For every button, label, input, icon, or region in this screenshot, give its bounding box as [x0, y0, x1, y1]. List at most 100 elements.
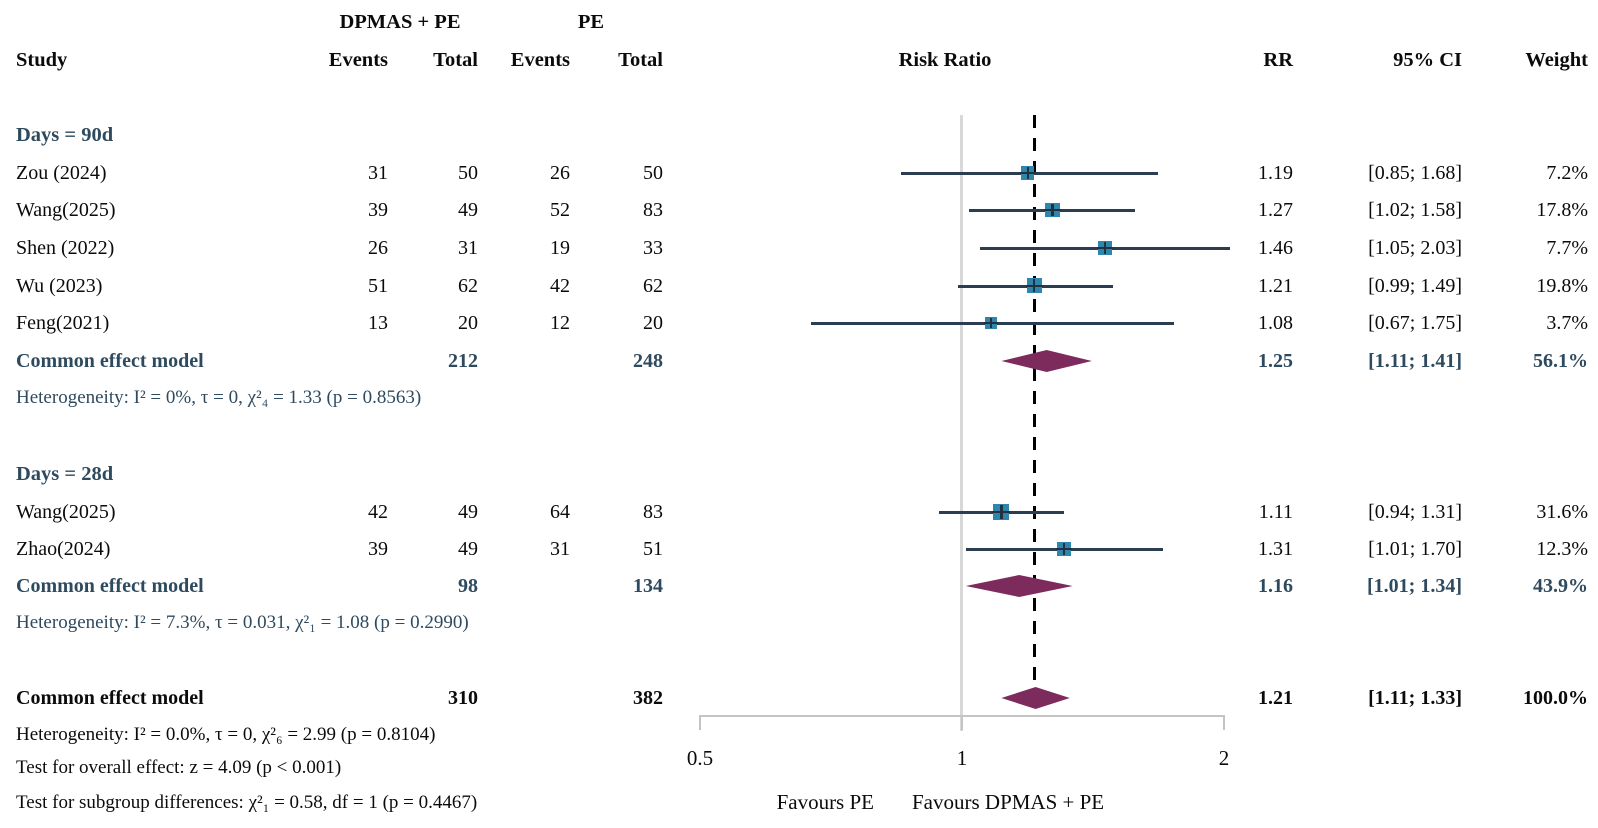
study-name: Shen (2022) [16, 237, 115, 259]
subgroup-heterogeneity-text: Heterogeneity: I² = 0%, τ = 0, χ²₄ = 1.3… [16, 387, 422, 408]
events-treat-value: 26 [368, 237, 388, 259]
total-ctrl-value: 20 [643, 312, 663, 334]
total-treat-header: Total [433, 49, 478, 71]
events-ctrl-value: 31 [550, 538, 570, 560]
rr-value: 1.19 [1258, 162, 1293, 184]
events-treat-value: 39 [368, 538, 388, 560]
events-ctrl-value: 52 [550, 199, 570, 221]
study-column-header: Study [16, 49, 68, 71]
overall-heterogeneity-text: Heterogeneity: I² = 0.0%, τ = 0, χ²₆ = 2… [16, 724, 436, 745]
total-treat-value: 62 [458, 275, 478, 297]
study-name: Zou (2024) [16, 162, 107, 184]
total-ctrl-header: Total [618, 49, 663, 71]
weight-value: 31.6% [1536, 501, 1588, 523]
favours-right-label: Favours DPMAS + PE [912, 790, 1105, 814]
rr-value: 1.08 [1258, 312, 1293, 334]
effect-square-cross-v [1062, 542, 1066, 556]
x-axis-tick-1 [961, 715, 963, 730]
events-ctrl-value: 19 [550, 237, 570, 259]
events-treat-value: 51 [368, 275, 388, 297]
total-treat-value: 49 [458, 501, 478, 523]
summary-ci-value: [1.01; 1.34] [1367, 575, 1462, 597]
weight-value: 12.3% [1536, 538, 1588, 560]
weight-value: 7.7% [1546, 237, 1588, 259]
weight-value: 7.2% [1546, 162, 1588, 184]
subgroup-difference-test-text: Test for subgroup differences: χ²₁ = 0.5… [16, 792, 478, 813]
rr-value: 1.11 [1258, 501, 1293, 523]
summary-total-ctrl: 248 [633, 350, 663, 372]
summary-total-ctrl: 134 [633, 575, 663, 597]
total-ctrl-value: 33 [643, 237, 663, 259]
summary-total-treat: 98 [458, 575, 478, 597]
weight-column-header: Weight [1525, 49, 1588, 71]
events-treat-value: 39 [368, 199, 388, 221]
total-treat-value: 49 [458, 538, 478, 560]
study-name: Wang(2025) [16, 199, 116, 221]
total-ctrl-value: 62 [643, 275, 663, 297]
summary-rr-value: 1.25 [1258, 350, 1293, 372]
summary-ci-value: [1.11; 1.33] [1368, 687, 1462, 709]
effect-square-cross-v [989, 317, 993, 329]
events-ctrl-header: Events [510, 49, 570, 71]
study-name: Feng(2021) [16, 312, 110, 334]
summary-rr-value: 1.16 [1258, 575, 1293, 597]
subgroup-label: Days = 28d [16, 463, 114, 485]
summary-total-ctrl: 382 [633, 687, 663, 709]
summary-diamond [1001, 350, 1092, 372]
events-ctrl-value: 64 [550, 501, 570, 523]
events-ctrl-value: 12 [550, 312, 570, 334]
summary-label: Common effect model [16, 687, 204, 709]
x-tick-label-2: 2 [1218, 746, 1230, 770]
rr-column-header: RR [1263, 49, 1293, 71]
ci-value: [0.85; 1.68] [1368, 162, 1462, 184]
events-treat-header: Events [328, 49, 388, 71]
effect-square-cross-v [1026, 167, 1029, 179]
summary-label: Common effect model [16, 575, 204, 597]
weight-value: 3.7% [1546, 312, 1588, 334]
control-group-header: PE [577, 11, 605, 33]
weight-value: 19.8% [1536, 275, 1588, 297]
summary-ci-value: [1.11; 1.41] [1368, 350, 1462, 372]
study-name: Zhao(2024) [16, 538, 111, 560]
summary-total-treat: 310 [448, 687, 478, 709]
x-axis-tick-2 [1223, 715, 1225, 730]
effect-square-cross-v [1103, 242, 1107, 254]
overall-effect-test-text: Test for overall effect: z = 4.09 (p < 0… [16, 757, 342, 778]
rr-value: 1.27 [1258, 199, 1293, 221]
subgroup-label: Days = 90d [16, 124, 114, 146]
events-treat-value: 13 [368, 312, 388, 334]
rr-value: 1.31 [1258, 538, 1293, 560]
total-ctrl-value: 50 [643, 162, 663, 184]
study-name: Wu (2023) [16, 275, 103, 297]
summary-total-treat: 212 [448, 350, 478, 372]
effect-square-cross-v [1051, 203, 1054, 217]
weight-value: 17.8% [1536, 199, 1588, 221]
events-treat-value: 31 [368, 162, 388, 184]
rr-value: 1.46 [1258, 237, 1293, 259]
ci-value: [0.67; 1.75] [1368, 312, 1462, 334]
overall-effect-dashed-line [1033, 115, 1036, 703]
total-treat-value: 49 [458, 199, 478, 221]
total-ctrl-value: 83 [643, 199, 663, 221]
ci-column-header: 95% CI [1393, 49, 1462, 71]
x-tick-label-1: 1 [956, 746, 968, 770]
total-ctrl-value: 51 [643, 538, 663, 560]
x-axis-tick-05 [699, 715, 701, 730]
total-treat-value: 20 [458, 312, 478, 334]
study-name: Wang(2025) [16, 501, 116, 523]
subgroup-heterogeneity-text: Heterogeneity: I² = 7.3%, τ = 0.031, χ²₁… [16, 612, 469, 633]
summary-diamond [1001, 687, 1070, 709]
events-ctrl-value: 42 [550, 275, 570, 297]
ci-value: [1.02; 1.58] [1368, 199, 1462, 221]
total-treat-value: 50 [458, 162, 478, 184]
effect-square-cross-v [1032, 279, 1036, 293]
reference-line [960, 115, 963, 731]
summary-label: Common effect model [16, 350, 204, 372]
favours-left-label: Favours PE [776, 790, 874, 814]
effect-square-cross-v [1000, 504, 1003, 520]
ci-value: [0.99; 1.49] [1368, 275, 1462, 297]
summary-diamond [965, 575, 1073, 597]
events-treat-value: 42 [368, 501, 388, 523]
total-treat-value: 31 [458, 237, 478, 259]
